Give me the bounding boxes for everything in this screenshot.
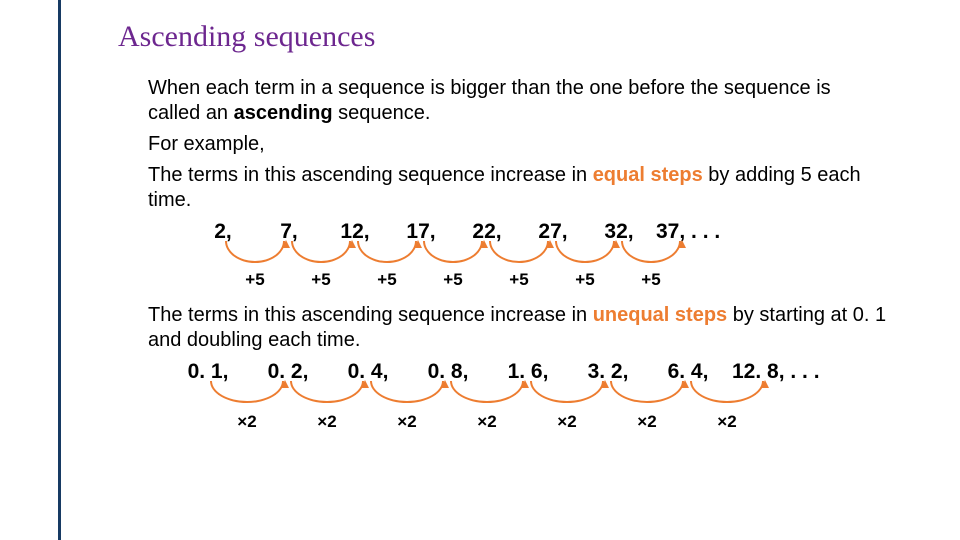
seq2-op-4: ×2: [547, 411, 587, 432]
seq1-op-0: +5: [235, 269, 275, 290]
seq2-arc-4: [530, 381, 604, 403]
paragraph-3: The terms in this ascending sequence inc…: [148, 163, 888, 213]
seq1-op-5: +5: [565, 269, 605, 290]
sequence-2: 0. 1,0. 2,0. 4,0. 8,1. 6,3. 2,6. 4,12. 8…: [148, 359, 858, 437]
seq1-arc-6: [621, 241, 681, 263]
seq1-arrowhead-3: [480, 240, 488, 248]
slide: Ascending sequences When each term in a …: [0, 0, 960, 540]
seq2-arrowhead-3: [521, 380, 529, 388]
seq2-arc-2: [370, 381, 444, 403]
slide-body: When each term in a sequence is bigger t…: [148, 76, 888, 443]
seq1-arrowhead-6: [678, 240, 686, 248]
seq1-arrowhead-1: [348, 240, 356, 248]
seq1-arc-3: [423, 241, 483, 263]
sequence-1: 2,7,12,17,22,27,32,37, . . .+5+5+5+5+5+5…: [148, 219, 858, 297]
seq1-op-4: +5: [499, 269, 539, 290]
seq2-op-0: ×2: [227, 411, 267, 432]
seq1-arrowhead-0: [282, 240, 290, 248]
seq2-arc-3: [450, 381, 524, 403]
p3-text-a: The terms in this ascending sequence inc…: [148, 164, 593, 186]
seq2-op-3: ×2: [467, 411, 507, 432]
seq1-arc-1: [291, 241, 351, 263]
seq2-arrowhead-4: [601, 380, 609, 388]
seq2-arrowhead-0: [281, 380, 289, 388]
p3-accent: equal steps: [593, 164, 703, 186]
seq1-op-3: +5: [433, 269, 473, 290]
seq2-arc-1: [290, 381, 364, 403]
seq2-op-2: ×2: [387, 411, 427, 432]
paragraph-4: The terms in this ascending sequence inc…: [148, 303, 888, 353]
seq1-op-6: +5: [631, 269, 671, 290]
seq2-arrowhead-2: [441, 380, 449, 388]
seq1-arrowhead-4: [546, 240, 554, 248]
seq1-arrowhead-5: [612, 240, 620, 248]
p4-accent: unequal steps: [593, 304, 727, 326]
seq2-arc-6: [690, 381, 764, 403]
seq2-arc-5: [610, 381, 684, 403]
p1-bold: ascending: [234, 102, 333, 124]
seq1-arc-4: [489, 241, 549, 263]
seq2-op-5: ×2: [627, 411, 667, 432]
seq1-arc-5: [555, 241, 615, 263]
paragraph-2: For example,: [148, 132, 888, 157]
seq2-arrowhead-5: [681, 380, 689, 388]
seq2-arrowhead-6: [761, 380, 769, 388]
p1-text-b: sequence.: [333, 102, 431, 124]
paragraph-1: When each term in a sequence is bigger t…: [148, 76, 888, 126]
p4-text-a: The terms in this ascending sequence inc…: [148, 304, 593, 326]
seq1-arc-2: [357, 241, 417, 263]
seq2-arrowhead-1: [361, 380, 369, 388]
seq2-op-1: ×2: [307, 411, 347, 432]
slide-title: Ascending sequences: [118, 20, 375, 54]
seq1-arrowhead-2: [414, 240, 422, 248]
seq1-op-1: +5: [301, 269, 341, 290]
seq1-arc-0: [225, 241, 285, 263]
seq2-op-6: ×2: [707, 411, 747, 432]
left-rule: [58, 0, 61, 540]
seq2-arc-0: [210, 381, 284, 403]
seq1-op-2: +5: [367, 269, 407, 290]
